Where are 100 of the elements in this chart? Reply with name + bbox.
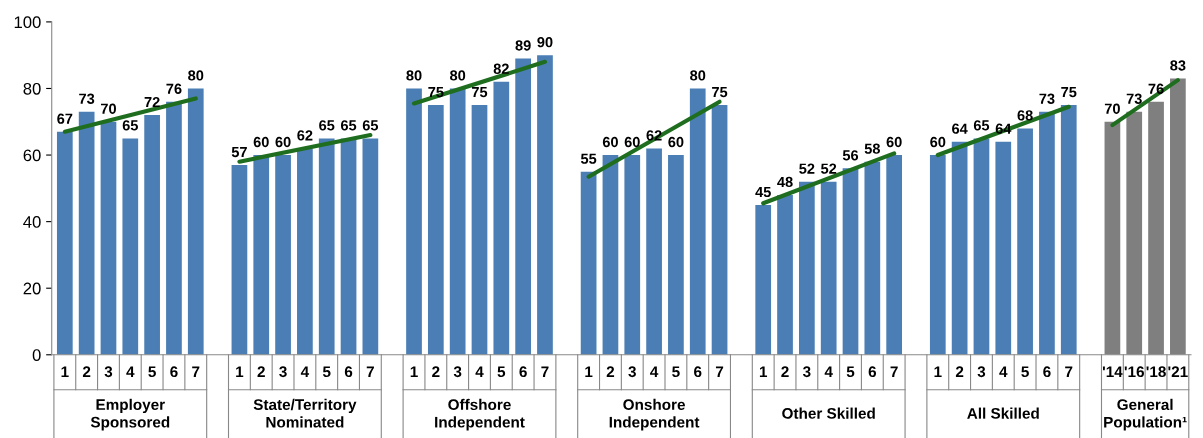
x-tick-label: 6 [1043,366,1051,378]
x-tick-label: 4 [650,366,659,377]
x-tick-label: 6 [694,366,702,378]
bar [864,161,881,355]
bar [362,138,379,355]
bar [340,138,357,355]
bar [144,115,160,355]
data-label: 60 [668,136,684,148]
bar [78,111,95,355]
x-tick-label: 3 [453,366,462,378]
bar [1060,105,1077,355]
x-tick-label: 5 [1021,366,1029,378]
bar [406,88,422,355]
bar [580,171,597,355]
data-label: 60 [886,136,902,148]
data-label: 80 [406,70,422,81]
data-label: 60 [624,136,640,148]
bar [56,131,73,355]
x-tick-label: 4 [126,366,135,377]
data-label: 75 [472,87,488,98]
data-label: 67 [57,113,73,124]
x-tick-label: 3 [802,366,811,378]
bar [318,138,335,355]
bar [689,88,706,355]
data-label: 55 [580,153,597,164]
data-label: 75 [712,87,728,98]
x-tick-label: 6 [344,366,353,378]
x-tick-label: 4 [300,366,310,377]
data-label: 65 [362,120,379,131]
bar [253,155,270,355]
data-label: 76 [166,83,182,94]
data-label: 64 [952,123,968,134]
data-label: 65 [122,120,138,131]
bar [471,105,488,355]
bar [427,105,444,355]
x-tick-label: 1 [410,366,418,377]
data-label: 82 [493,63,509,74]
data-label: 60 [930,136,946,148]
x-tick-label: 7 [890,366,898,377]
y-tick-label: 80 [23,82,41,95]
data-label: 73 [1126,93,1142,104]
data-label: 89 [515,40,531,51]
data-label: 70 [100,103,116,114]
x-tick-label: 1 [934,366,942,377]
data-label: 62 [297,130,313,141]
bar [602,155,619,355]
data-label: 52 [799,163,815,174]
bar [493,81,510,355]
x-tick-label: 3 [628,366,636,378]
x-tick-label: 2 [82,366,91,377]
x-tick-label: 5 [322,366,331,378]
x-tick-label: 7 [366,366,374,377]
data-label: 68 [1017,110,1033,121]
bar [100,121,117,355]
bar [449,88,466,355]
data-label: 76 [1148,83,1164,94]
bar [973,138,990,355]
data-label: 65 [973,120,990,131]
y-tick-label: 20 [23,282,41,295]
x-tick-label: 3 [104,366,113,378]
text: Offshore Independent [435,398,525,431]
x-tick-label: 1 [585,366,593,377]
data-label: 75 [1061,87,1077,98]
x-tick-label: 2 [432,366,440,377]
x-tick-label: 1 [61,366,69,377]
data-label: 73 [1039,93,1055,104]
data-label: 64 [995,123,1012,134]
bar [886,155,903,355]
data-label: 45 [755,186,771,198]
x-tick-label: 5 [846,366,855,378]
y-tick-label: 0 [32,349,41,361]
text: Onshore Independent [609,398,700,431]
x-tick-label: 3 [977,366,986,378]
x-tick-label: '18 [1146,366,1166,378]
x-tick-label: 4 [999,366,1008,377]
data-label: 58 [864,143,880,154]
x-tick-label: 7 [715,366,724,377]
data-label: 57 [231,146,247,158]
bar [777,195,793,355]
x-tick-label: '14 [1102,366,1123,377]
y-tick-label: 60 [23,149,41,162]
x-tick-label: 3 [279,366,287,378]
bar [668,155,684,355]
data-label: 72 [144,96,160,108]
data-label: 90 [537,36,553,48]
x-tick-label: 5 [672,366,680,378]
data-label: 73 [79,93,95,104]
bar [231,165,248,355]
x-tick-label: 1 [759,366,768,377]
data-label: 52 [821,163,837,174]
bar [1017,128,1033,355]
data-label: 75 [428,87,444,98]
data-label: 48 [777,176,793,188]
bar [275,155,291,355]
bar [122,138,139,355]
bar [297,148,313,355]
y-tick-label: 40 [23,216,41,228]
text: Other Skilled [782,407,875,419]
bar [166,101,182,355]
x-tick-label: 4 [475,366,484,377]
